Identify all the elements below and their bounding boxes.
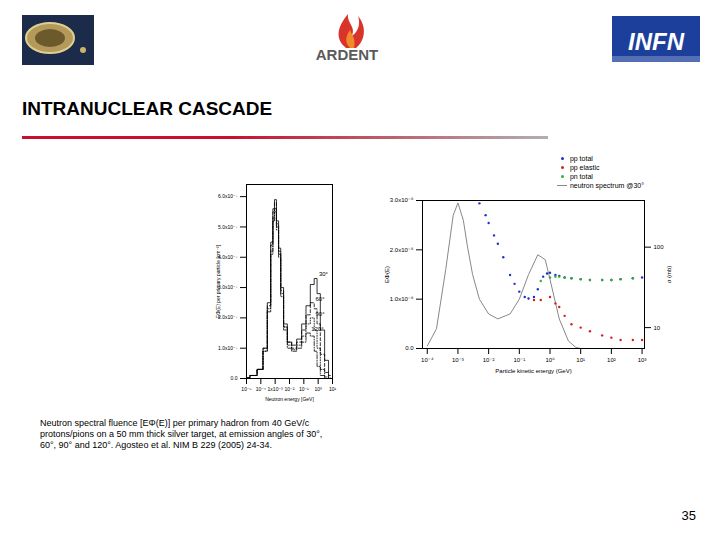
- svg-text:σ (mb): σ (mb): [666, 266, 672, 284]
- svg-text:2.0x10⁻⁷: 2.0x10⁻⁷: [218, 314, 238, 321]
- svg-text:1.0x10⁻⁷: 1.0x10⁻⁷: [218, 345, 238, 351]
- svg-text:10: 10: [654, 325, 661, 331]
- html-text:pp total: pp total: [569, 155, 593, 162]
- svg-text:10⁻⁴: 10⁻⁴: [421, 357, 434, 363]
- svg-text:Particle kinetic energy (GeV): Particle kinetic energy (GeV): [495, 368, 571, 374]
- svg-text:10⁻¹: 10⁻¹: [299, 386, 309, 392]
- svg-text:60°: 60°: [315, 296, 325, 302]
- svg-text:Neutron energy [GeV]: Neutron energy [GeV]: [265, 396, 314, 402]
- svg-text:4.0x10⁻⁷: 4.0x10⁻⁷: [218, 253, 238, 260]
- svg-text:10⁻¹: 10⁻¹: [513, 357, 525, 363]
- svg-text:0.0: 0.0: [405, 345, 414, 351]
- html-text:pn total: pn total: [569, 173, 593, 180]
- svg-text:2.0x10⁻⁶: 2.0x10⁻⁶: [390, 247, 414, 253]
- svg-text:10¹: 10¹: [329, 386, 337, 392]
- svg-text:INFN: INFN: [628, 28, 685, 55]
- html-text:35: 35: [681, 508, 696, 523]
- svg-text:6.0x10⁻⁷: 6.0x10⁻⁷: [218, 193, 238, 199]
- html-text:neutron spectrum @30°: neutron spectrum @30°: [569, 182, 644, 189]
- svg-text:90°: 90°: [315, 311, 325, 317]
- svg-text:10³: 10³: [638, 357, 647, 363]
- svg-text:EΦ(E) per primary particle [cm: EΦ(E) per primary particle [cm⁻²]: [215, 244, 221, 318]
- svg-text:30°: 30°: [319, 271, 329, 277]
- svg-text:100: 100: [654, 244, 665, 250]
- svg-text:10²: 10²: [607, 357, 616, 363]
- html-text:INTRANUCLEAR CASCADE: INTRANUCLEAR CASCADE: [22, 98, 273, 119]
- svg-text:10⁻²: 10⁻²: [483, 357, 495, 363]
- svg-text:10⁰: 10⁰: [545, 357, 555, 363]
- svg-text:1.0x10⁻⁶: 1.0x10⁻⁶: [390, 296, 414, 302]
- svg-text:ARDENT: ARDENT: [316, 46, 379, 63]
- svg-text:5.0x10⁻⁷: 5.0x10⁻⁷: [218, 224, 238, 230]
- svg-text:10⁰: 10⁰: [314, 386, 322, 392]
- svg-text:0.0: 0.0: [231, 375, 238, 381]
- svg-text:10⁻³: 10⁻³: [452, 357, 464, 363]
- svg-text:10¹: 10¹: [576, 357, 585, 363]
- svg-text:1x10⁻³: 1x10⁻³: [268, 386, 283, 392]
- html-text:pp elastic: pp elastic: [569, 164, 600, 171]
- svg-text:3.0x10⁻⁶: 3.0x10⁻⁶: [390, 197, 414, 203]
- svg-text:10⁻²: 10⁻²: [285, 386, 295, 392]
- svg-text:120°: 120°: [311, 326, 324, 332]
- svg-text:10⁻⁵: 10⁻⁵: [241, 386, 251, 392]
- svg-text:EΦ(E): EΦ(E): [384, 266, 390, 283]
- svg-text:10⁻⁴: 10⁻⁴: [256, 386, 266, 392]
- svg-text:3.0x10⁻⁷: 3.0x10⁻⁷: [218, 284, 238, 291]
- html-text:Neutron spectral fluence [EΦ(E: Neutron spectral fluence [EΦ(E)] per pri…: [40, 418, 323, 450]
